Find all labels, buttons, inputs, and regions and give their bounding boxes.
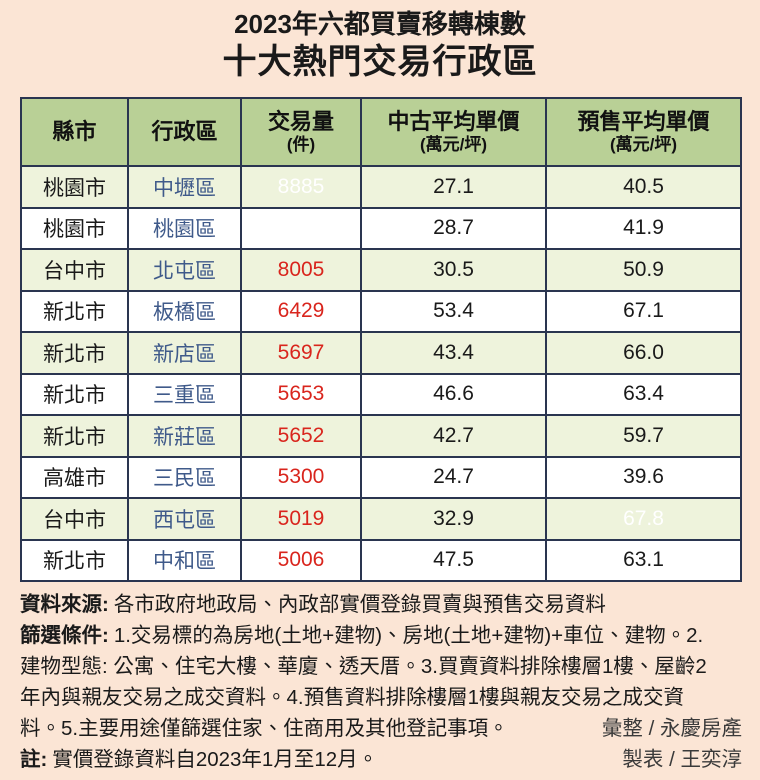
- volume-cell: 5652: [240, 414, 362, 458]
- source-text: 各市政府地政局、內政部實價登錄買賣與預售交易資料: [113, 593, 606, 616]
- filter-text-1: 1.交易標的為房地(土地+建物)、房地(土地+建物)+車位、建物。2.: [113, 624, 704, 647]
- page-title: 2023年六都買賣移轉棟數: [234, 9, 526, 39]
- presale-price-cell: 59.7: [545, 414, 742, 458]
- district-cell: 中壢區: [127, 165, 242, 209]
- presale-price-cell: 40.5: [545, 165, 742, 209]
- county-cell: 台中市: [20, 497, 129, 541]
- table-row: 桃園市 桃園區 8436 28.7 41.9: [20, 206, 742, 250]
- district-cell: 中和區: [127, 538, 242, 582]
- col-header-unit: (件): [286, 134, 316, 154]
- filter-text-2: 建物型態: 公寓、住宅大樓、華廈、透天厝。3.買賣資料排除樓層1樓、屋齡2: [20, 655, 707, 678]
- used-price-cell: 24.7: [360, 455, 547, 499]
- col-header-used-price: 中古平均單價 (萬元/坪): [360, 97, 547, 167]
- col-header-presale-price: 預售平均單價 (萬元/坪): [545, 97, 742, 167]
- used-price-cell: 43.4: [360, 331, 547, 375]
- col-header-unit: (萬元/坪): [419, 134, 488, 154]
- district-cell: 三民區: [127, 455, 242, 499]
- table-row: 台中市 西屯區 5019 32.9 67.8: [20, 497, 742, 541]
- used-price-cell: 28.7: [360, 206, 547, 250]
- used-price-cell: 32.9: [360, 497, 547, 541]
- transactions-table: 縣市 行政區 交易量 (件) 中古平均單價 (萬元/坪) 預售平均單價 (萬元/…: [20, 97, 742, 582]
- district-cell: 桃園區: [127, 206, 242, 250]
- table-row: 台中市 北屯區 8005 30.5 50.9: [20, 248, 742, 292]
- filter-label: 篩選條件:: [20, 624, 109, 647]
- page-subtitle: 十大熱門交易行政區: [222, 42, 538, 81]
- source-line: 資料來源: 各市政府地政局、內政部實價登錄買賣與預售交易資料: [20, 589, 742, 620]
- volume-cell: 5653: [240, 372, 362, 416]
- col-header-label: 中古平均單價: [387, 109, 520, 135]
- filter-text-4: 料。5.主要用途僅篩選住家、住商用及其他登記事項。: [20, 717, 509, 740]
- county-cell: 新北市: [20, 331, 129, 375]
- filter-line-2: 建物型態: 公寓、住宅大樓、華廈、透天厝。3.買賣資料排除樓層1樓、屋齡2: [20, 651, 742, 682]
- filter-line-1: 篩選條件: 1.交易標的為房地(土地+建物)、房地(土地+建物)+車位、建物。2.: [20, 620, 742, 651]
- volume-cell: 5006: [240, 538, 362, 582]
- county-cell: 高雄市: [20, 455, 129, 499]
- table-row: 高雄市 三民區 5300 24.7 39.6: [20, 455, 742, 499]
- used-price-cell: 42.7: [360, 414, 547, 458]
- presale-price-cell: 63.1: [545, 538, 742, 582]
- presale-price-cell: 67.1: [545, 289, 742, 333]
- county-cell: 桃園市: [20, 206, 129, 250]
- volume-cell: 8885: [240, 165, 362, 209]
- table-row: 新北市 新莊區 5652 42.7 59.7: [20, 414, 742, 458]
- county-cell: 台中市: [20, 248, 129, 292]
- table-row: 新北市 中和區 5006 47.5 63.1: [20, 538, 742, 582]
- filter-text-3: 年內與親友交易之成交資料。4.預售資料排除樓層1樓與親友交易之成交資: [20, 686, 684, 709]
- filter-line-4: 料。5.主要用途僅篩選住家、住商用及其他登記事項。 彙整 / 永慶房產: [20, 713, 742, 744]
- volume-cell: 8005: [240, 248, 362, 292]
- table-row: 新北市 新店區 5697 43.4 66.0: [20, 331, 742, 375]
- used-price-cell: 53.4: [360, 289, 547, 333]
- table-row: 桃園市 中壢區 8885 27.1 40.5: [20, 165, 742, 209]
- filter-line-3: 年內與親友交易之成交資料。4.預售資料排除樓層1樓與親友交易之成交資: [20, 682, 742, 713]
- district-cell: 新店區: [127, 331, 242, 375]
- used-price-cell: 46.6: [360, 372, 547, 416]
- volume-cell: 8436: [240, 206, 362, 250]
- col-header-label: 預售平均單價: [577, 109, 710, 135]
- district-cell: 三重區: [127, 372, 242, 416]
- col-header-label: 交易量: [267, 109, 334, 135]
- district-cell: 北屯區: [127, 248, 242, 292]
- county-cell: 新北市: [20, 289, 129, 333]
- col-header-county: 縣市: [20, 97, 129, 167]
- col-header-label: 縣市: [52, 118, 97, 144]
- title-block: 2023年六都買賣移轉棟數 十大熱門交易行政區: [0, 8, 760, 83]
- col-header-volume: 交易量 (件): [240, 97, 362, 167]
- col-header-label: 行政區: [151, 118, 218, 144]
- presale-price-cell: 41.9: [545, 206, 742, 250]
- county-cell: 新北市: [20, 414, 129, 458]
- presale-price-cell: 39.6: [545, 455, 742, 499]
- district-cell: 板橋區: [127, 289, 242, 333]
- presale-price-cell: 50.9: [545, 248, 742, 292]
- table-row: 新北市 板橋區 6429 53.4 67.1: [20, 289, 742, 333]
- county-cell: 桃園市: [20, 165, 129, 209]
- col-header-district: 行政區: [127, 97, 242, 167]
- used-price-cell: 27.1: [360, 165, 547, 209]
- table-row: 新北市 三重區 5653 46.6 63.4: [20, 372, 742, 416]
- volume-cell: 5300: [240, 455, 362, 499]
- used-price-cell: 30.5: [360, 248, 547, 292]
- note-label: 註:: [20, 748, 48, 771]
- volume-cell: 5697: [240, 331, 362, 375]
- presale-price-cell: 66.0: [545, 331, 742, 375]
- used-price-cell: 47.5: [360, 538, 547, 582]
- county-cell: 新北市: [20, 372, 129, 416]
- note-text: 實價登錄資料自2023年1月至12月。: [52, 748, 379, 771]
- header-row: 縣市 行政區 交易量 (件) 中古平均單價 (萬元/坪) 預售平均單價 (萬元/…: [20, 97, 742, 167]
- note-line: 註: 實價登錄資料自2023年1月至12月。 製表 / 王奕淳: [20, 744, 742, 775]
- source-label: 資料來源:: [20, 593, 109, 616]
- volume-cell: 5019: [240, 497, 362, 541]
- col-header-unit: (萬元/坪): [609, 134, 678, 154]
- credit-compile: 彙整 / 永慶房產: [601, 717, 742, 740]
- footnotes: 資料來源: 各市政府地政局、內政部實價登錄買賣與預售交易資料 篩選條件: 1.交易標…: [20, 589, 742, 775]
- county-cell: 新北市: [20, 538, 129, 582]
- presale-price-cell: 67.8: [545, 497, 742, 541]
- credit-author: 製表 / 王奕淳: [622, 748, 742, 771]
- district-cell: 西屯區: [127, 497, 242, 541]
- volume-cell: 6429: [240, 289, 362, 333]
- district-cell: 新莊區: [127, 414, 242, 458]
- presale-price-cell: 63.4: [545, 372, 742, 416]
